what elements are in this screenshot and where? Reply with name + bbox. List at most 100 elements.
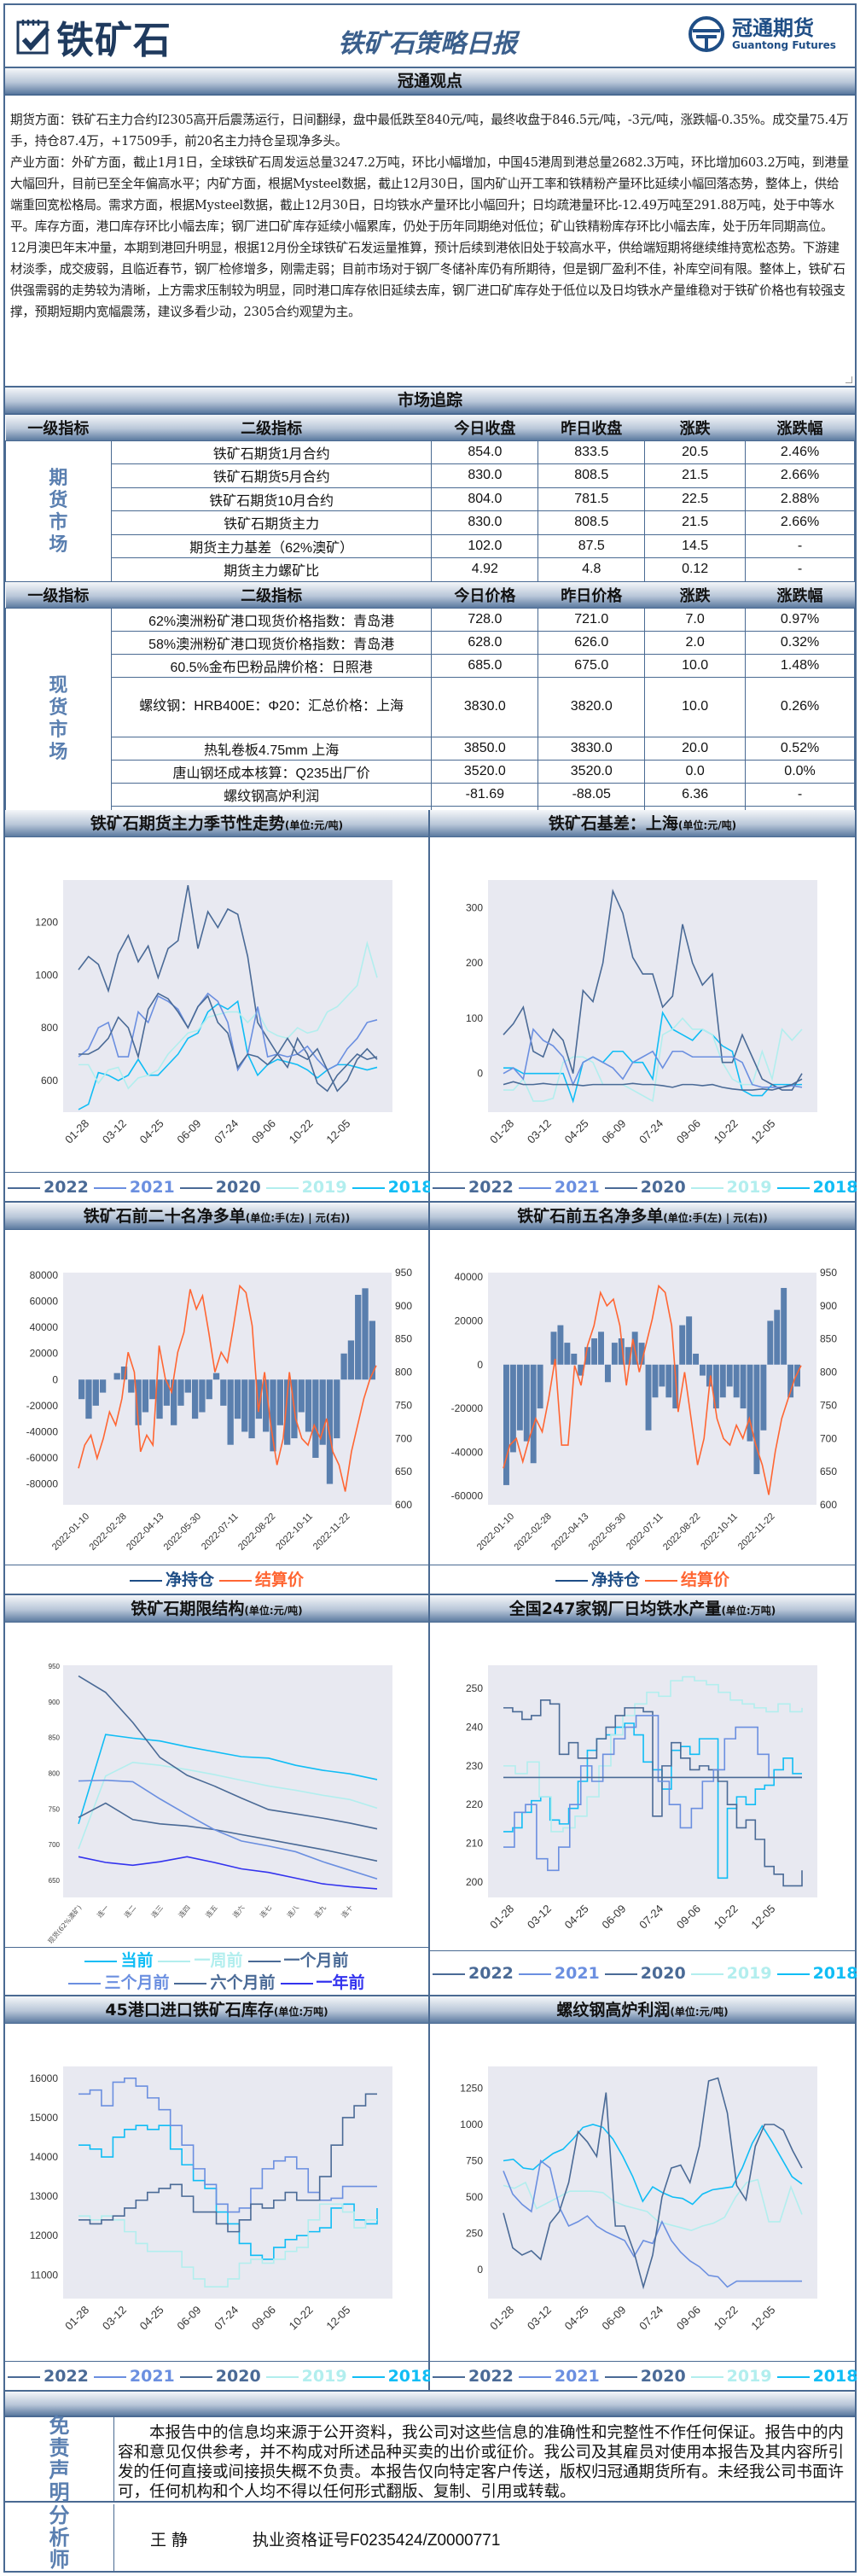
series-line-2020	[503, 889, 803, 1091]
analyst-label: 分析师	[5, 2504, 114, 2571]
net-position-bar	[659, 1364, 665, 1387]
x-tick-label: 连十	[340, 1903, 355, 1920]
y-tick-label: 950	[820, 1267, 837, 1279]
net-position-bar	[220, 1379, 227, 1406]
x-tick-label: 09-06	[674, 2304, 703, 2333]
legend-item: 2018	[776, 1951, 858, 1996]
x-tick-label: 连九	[312, 1903, 328, 1920]
resize-handle-icon[interactable]	[845, 376, 852, 383]
series-line-2021	[78, 2078, 377, 2213]
col-today: 今日收盘	[431, 415, 538, 441]
chart-unit: (单位:万吨)	[721, 1605, 776, 1617]
today-value: 3520.0	[431, 759, 539, 784]
table-row: 铁矿石期货10月合约 804.0 781.5 22.5 2.88%	[6, 487, 855, 511]
table-row: 铁矿石期货5月合约 830.0 808.5 21.5 2.66%	[6, 463, 855, 488]
change-value: 20.0	[644, 736, 747, 761]
legend-swatch	[8, 2375, 40, 2378]
legend-item: 一周前	[158, 1949, 243, 1972]
yesterday-value: 626.0	[538, 630, 646, 655]
today-value: 830.0	[431, 510, 539, 535]
y-tick-label: -80000	[26, 1478, 59, 1490]
legend-item: 2020	[604, 1173, 686, 1202]
legend-swatch	[129, 1579, 162, 1582]
chart-legend: 2022 2021 2020 2019 2018	[430, 1172, 857, 1202]
indicator-name: 62%澳洲粉矿港口现货价格指数：青岛港	[110, 607, 433, 632]
x-tick-label: 01-28	[487, 1903, 516, 1932]
indicator-name: 铁矿石期货主力	[110, 510, 433, 535]
change-pct: 0.32%	[745, 630, 855, 655]
market-tracking-header: 市场追踪	[5, 388, 855, 415]
disclaimer-section: 免责声明 本报告中的信息均来源于公开资料，我公司对这些信息的准确性和完整性不作任…	[5, 2415, 855, 2503]
net-position-bar	[618, 1338, 625, 1365]
legend-item: 2019	[265, 1173, 347, 1202]
legend-label: 结算价	[255, 1571, 305, 1589]
net-position-bar	[516, 1364, 523, 1431]
x-tick-label: 2022-07-11	[200, 1512, 241, 1553]
yesterday-value: 87.5	[538, 533, 646, 558]
net-position-bar	[149, 1379, 156, 1400]
legend-label: 2021	[554, 1178, 600, 1197]
table-row: 期货主力螺矿比 4.92 4.8 0.12-	[6, 557, 855, 582]
net-position-bar	[693, 1353, 700, 1365]
indicator-name: 螺纹钢：HRB400E：Φ20：汇总价格：上海	[110, 676, 433, 737]
series-line-2019	[78, 2203, 377, 2288]
chart-top5: 铁矿石前五名净多单(单位:手(左) | 元(右)) -60000 -40000 -20…	[430, 1203, 855, 1595]
change-pct: 0.52%	[745, 736, 855, 761]
viewpoint-header: 冠通观点	[5, 68, 855, 96]
net-position-bar	[227, 1379, 234, 1445]
chart-title: 铁矿石基差：上海(单位:元/吨)	[430, 810, 855, 837]
legend-swatch	[247, 1960, 281, 1962]
legend-label: 2021	[129, 1178, 175, 1197]
table-row: 铁矿石期货主力 830.0 808.5 21.5 2.66%	[6, 510, 855, 535]
y-tick-label: 220	[466, 1798, 483, 1810]
legend-label: 一个月前	[283, 1951, 349, 1970]
x-tick-label: 06-09	[599, 1117, 628, 1146]
y-tick-label: 80000	[30, 1269, 59, 1281]
chart-title: 螺纹钢高炉利润(单位:元/吨)	[430, 1996, 855, 2024]
legend-swatch	[690, 1973, 723, 1975]
yesterday-value: 808.5	[538, 463, 646, 488]
chart-title-text: 铁矿石期货主力季节性走势	[90, 814, 285, 833]
y-tick-label: 950	[49, 1663, 61, 1670]
legend-item: 2020	[179, 1173, 261, 1202]
yesterday-value: -88.05	[538, 782, 646, 807]
x-tick-label: 2022-04-13	[549, 1512, 590, 1553]
x-tick-label: 10-22	[287, 1117, 316, 1146]
legend-swatch	[555, 1579, 588, 1582]
y-tick-label: 0	[477, 2264, 483, 2276]
col-change: 涨跌	[644, 582, 746, 609]
series-line-2021	[503, 1028, 803, 1088]
x-tick-label: 09-06	[674, 1903, 703, 1932]
today-value: 804.0	[431, 487, 539, 511]
y-tick-label: 210	[466, 1838, 483, 1850]
analyst-cert: 执业资格证号F0235424/Z0000771	[253, 2532, 501, 2550]
legend-swatch	[174, 1982, 207, 1984]
x-tick-label: 连三	[149, 1903, 165, 1920]
net-position-bar	[503, 1364, 509, 1485]
y-tick-label: 11000	[31, 2269, 59, 2281]
legend-swatch	[280, 1982, 313, 1984]
chart-unit: (单位:万吨)	[273, 2006, 328, 2018]
x-tick-label: 09-06	[674, 1117, 703, 1146]
report-title: 铁矿石策略日报	[338, 29, 517, 59]
legend-swatch	[776, 2375, 810, 2378]
change-value: 0.0	[644, 759, 747, 784]
series-line-2022	[78, 2093, 377, 2233]
legend-item: 2020	[179, 2362, 261, 2391]
series-line-2022	[503, 1078, 803, 1091]
net-position-bar	[625, 1347, 631, 1365]
chart-plot: -80000 -60000 -40000 -20000 0 20000 40000 60000…	[26, 1267, 413, 1553]
legend-item: 2022	[433, 1173, 514, 1202]
x-tick-label: 04-25	[137, 1117, 166, 1146]
indicator-name: 铁矿石期货10月合约	[110, 487, 433, 511]
legend-label: 净持仓	[165, 1571, 214, 1589]
chart-title: 全国247家钢厂日均铁水产量(单位:万吨)	[430, 1595, 855, 1623]
legend-swatch	[93, 1186, 126, 1189]
series-line-2021	[503, 1715, 802, 1872]
legend-label: 2018	[812, 1964, 858, 1983]
legend-label: 结算价	[681, 1571, 730, 1589]
viewpoint-textarea[interactable]: 期货方面：铁矿石主力合约I2305高开后震荡运行，日间翻绿，盘中最低跌至840元…	[5, 96, 855, 388]
analyst-section: 分析师 王 静 执业资格证号F0235424/Z0000771	[5, 2504, 855, 2571]
table-row: 现货市场 62%澳洲粉矿港口现货价格指数：青岛港 728.0 721.0 7.0 0.97…	[5, 607, 855, 830]
futures-table-header: 一级指标 二级指标 今日收盘 昨日收盘 涨跌 涨跌幅	[5, 415, 855, 441]
